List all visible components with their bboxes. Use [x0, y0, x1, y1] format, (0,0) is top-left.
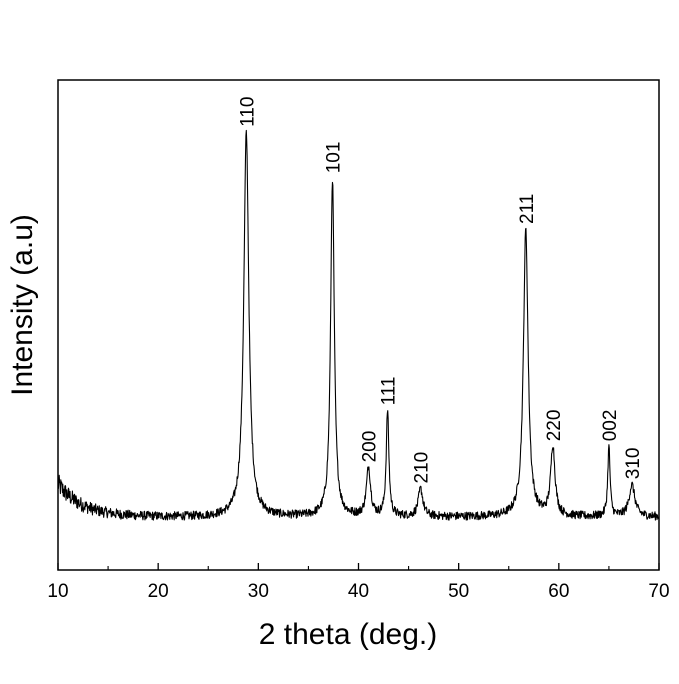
y-axis-title: Intensity (a.u): [6, 214, 39, 396]
peak-label-002: 002: [600, 410, 621, 442]
x-tick-label: 70: [648, 581, 669, 602]
x-tick-label: 50: [448, 581, 469, 602]
x-axis-ticks: 10 20 30 40 50 60 70: [47, 563, 670, 602]
peak-label-101: 101: [324, 142, 345, 174]
x-tick-label: 10: [47, 581, 68, 602]
peak-label-110: 110: [237, 97, 258, 127]
x-axis-title: 2 theta (deg.): [259, 618, 437, 651]
peak-label-211: 211: [517, 194, 538, 224]
plot-frame: [57, 79, 660, 571]
x-tick-label: 60: [548, 581, 569, 602]
x-tick-label: 20: [148, 581, 169, 602]
peak-label-111: 111: [379, 377, 400, 406]
x-tick-label: 30: [248, 581, 269, 602]
peak-label-200: 200: [360, 431, 381, 463]
diffraction-pattern-line: [57, 129, 660, 521]
peak-label-220: 220: [544, 410, 565, 442]
x-tick-label: 40: [348, 581, 369, 602]
peak-label-310: 310: [623, 448, 644, 480]
peak-label-210: 210: [412, 452, 433, 484]
